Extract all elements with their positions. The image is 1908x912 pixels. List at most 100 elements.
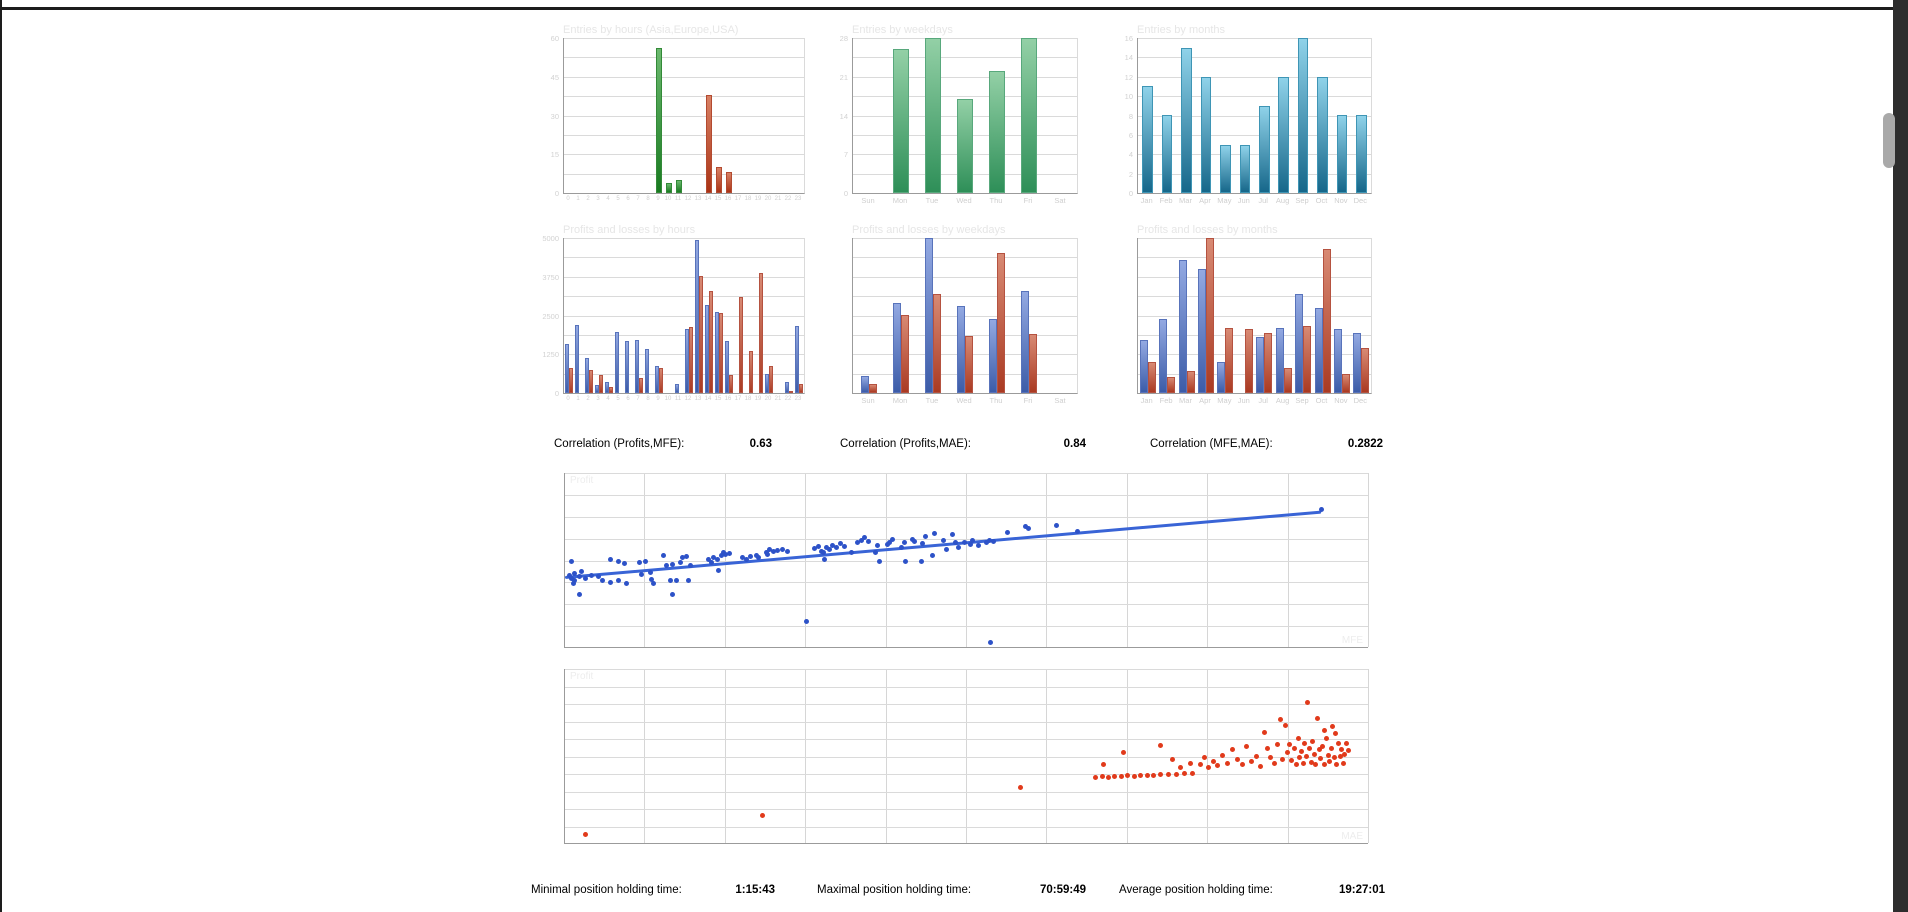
scatter-point xyxy=(1118,774,1124,779)
scatter-point xyxy=(1253,754,1259,759)
gridline-h xyxy=(1138,374,1371,375)
xtick: Sun xyxy=(861,396,875,405)
xtick: 10 xyxy=(664,396,672,402)
bar xyxy=(1295,294,1303,393)
bar xyxy=(644,349,649,393)
scatter-point xyxy=(1170,756,1176,762)
scatter-point xyxy=(1234,757,1240,763)
scatter-point xyxy=(570,580,576,586)
bar xyxy=(1139,340,1148,393)
scatter-point xyxy=(670,592,676,598)
gridline-h xyxy=(564,38,804,39)
correlation-value: 0.63 xyxy=(749,438,772,450)
xtick: 20 xyxy=(764,396,772,402)
scatter-point xyxy=(622,561,627,567)
xtick: Thu xyxy=(989,196,1003,205)
xtick: Nov xyxy=(1334,396,1348,405)
scatter-point xyxy=(577,573,582,579)
scatter-point xyxy=(1197,762,1203,768)
scatter-point xyxy=(637,559,643,565)
xtick: 5 xyxy=(616,196,620,202)
scatter-point xyxy=(1173,771,1179,777)
gridline-h xyxy=(1138,57,1371,58)
scatter-point xyxy=(983,539,989,545)
scatter-point xyxy=(723,552,729,558)
bar xyxy=(654,366,659,393)
bar xyxy=(609,387,614,393)
bar xyxy=(1244,329,1253,393)
bar xyxy=(724,341,729,393)
bar xyxy=(1161,115,1173,193)
xtick: Aug xyxy=(1275,396,1290,405)
bar xyxy=(749,351,754,393)
xtick: 16 xyxy=(724,396,732,402)
xtick: 22 xyxy=(784,396,792,402)
xtick: Mar xyxy=(1179,196,1192,205)
bar xyxy=(716,167,722,193)
bar xyxy=(1206,238,1214,393)
scatter-profits-vs-mae: Profit MAE xyxy=(564,669,1369,844)
ytick: 16 xyxy=(1124,34,1133,43)
xtick: 17 xyxy=(734,196,742,202)
ytick: 2 xyxy=(1128,170,1133,179)
scatter-point xyxy=(827,547,832,553)
scatter-point xyxy=(1157,743,1163,749)
xtick: Fri xyxy=(1023,196,1033,205)
bar xyxy=(689,327,694,393)
gridline-h xyxy=(1138,77,1371,78)
bar xyxy=(676,180,682,193)
bar xyxy=(1225,328,1234,393)
gridline-h xyxy=(564,116,804,117)
ytick: 5000 xyxy=(542,234,559,243)
chart-profits-losses-by-weekdays: Profits and losses by weekdays Sun Mon Tue W… xyxy=(822,224,1078,406)
scatter-point xyxy=(578,569,584,575)
scatter-point xyxy=(1308,759,1314,765)
plot xyxy=(852,238,1078,394)
scatter-point xyxy=(1268,754,1274,760)
xtick: Jan xyxy=(1140,396,1153,405)
gridline-v xyxy=(1127,473,1128,647)
scrollbar-thumb[interactable] xyxy=(1883,113,1895,168)
bar xyxy=(989,319,997,393)
scatter-point xyxy=(1332,730,1338,736)
scatter-point xyxy=(1026,526,1032,531)
scatter-point xyxy=(941,537,947,543)
bar xyxy=(1278,77,1289,193)
xtick: 0 xyxy=(566,396,570,402)
bar xyxy=(1356,115,1367,193)
bar xyxy=(957,99,973,193)
bar xyxy=(569,368,574,393)
chart-profits-losses-by-months: Profits and losses by months Jan Feb Mar Apr… xyxy=(1107,224,1372,406)
bar xyxy=(1217,362,1226,393)
bar xyxy=(1167,377,1176,393)
xtick: Apr xyxy=(1199,196,1211,205)
scrollbar[interactable] xyxy=(1883,0,1908,912)
ytick: 28 xyxy=(839,34,848,43)
scatter-point xyxy=(1313,761,1319,767)
gridline-h xyxy=(564,277,804,278)
scatter-point xyxy=(572,578,578,584)
bar xyxy=(1220,145,1231,193)
xtick: 14 xyxy=(704,196,712,202)
xtick: Sep xyxy=(1295,196,1309,205)
scatter-point xyxy=(1342,751,1348,757)
scatter-point xyxy=(638,572,644,578)
gridline-h xyxy=(1138,135,1371,136)
scatter-point xyxy=(920,541,926,547)
ytick: 0 xyxy=(843,189,848,198)
ytick: 14 xyxy=(839,112,848,121)
scatter-point xyxy=(1334,761,1340,767)
scatter-point xyxy=(1144,772,1150,778)
gridline-v xyxy=(886,473,887,647)
scatter-point xyxy=(922,534,928,540)
xtick: 8 xyxy=(646,396,650,402)
gridline-h xyxy=(1138,174,1371,175)
xtick: 0 xyxy=(566,196,570,202)
scatter-point xyxy=(1225,761,1230,766)
scatter-point xyxy=(719,552,725,558)
xtick: Tue xyxy=(925,196,939,205)
window-top-border xyxy=(0,7,1908,10)
scatter-point xyxy=(1299,749,1304,755)
scatter-point xyxy=(650,580,656,586)
scatter-point xyxy=(1201,755,1207,761)
